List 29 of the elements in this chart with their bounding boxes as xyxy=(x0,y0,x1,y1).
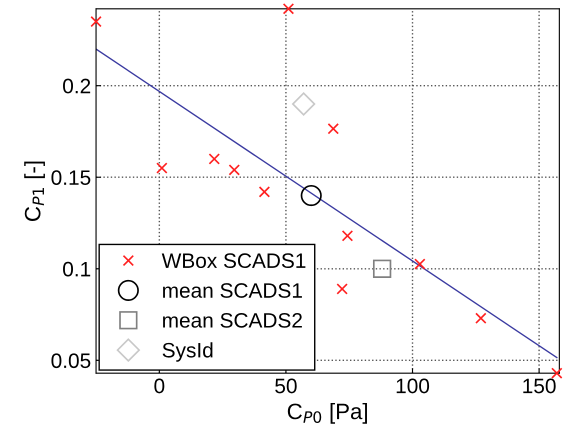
point xyxy=(156,162,168,174)
x-axis-title: C$_{P0}$ [Pa] xyxy=(288,402,367,424)
point xyxy=(475,312,487,324)
point xyxy=(300,184,322,206)
y-tick-label: 0.15 xyxy=(51,170,90,185)
x-tick-label: 50 xyxy=(275,378,297,394)
point xyxy=(208,153,220,165)
point xyxy=(90,16,102,28)
point xyxy=(328,123,339,134)
point xyxy=(342,230,354,242)
point xyxy=(372,260,392,278)
point xyxy=(292,92,316,116)
point xyxy=(258,186,270,198)
y-tick-label: 0.2 xyxy=(63,78,90,94)
y-axis-title: C$_{P1}$ [-] xyxy=(24,162,45,221)
x-tick-label: 100 xyxy=(396,378,430,394)
x-tick-label: 150 xyxy=(523,378,556,394)
point xyxy=(228,164,240,176)
legend-label: mean SCADS2 xyxy=(163,312,302,328)
point xyxy=(551,367,563,379)
legend-label: WBox SCADS1 xyxy=(162,253,306,268)
y-tick-label: 0.05 xyxy=(51,353,90,368)
legend-label: SysId xyxy=(162,342,212,362)
x-tick-label: 0 xyxy=(154,378,164,394)
point xyxy=(414,258,426,270)
y-tick-label: 0.1 xyxy=(63,262,90,277)
legend-label: mean SCADS1 xyxy=(163,283,302,298)
point xyxy=(336,283,348,295)
point xyxy=(282,3,294,14)
